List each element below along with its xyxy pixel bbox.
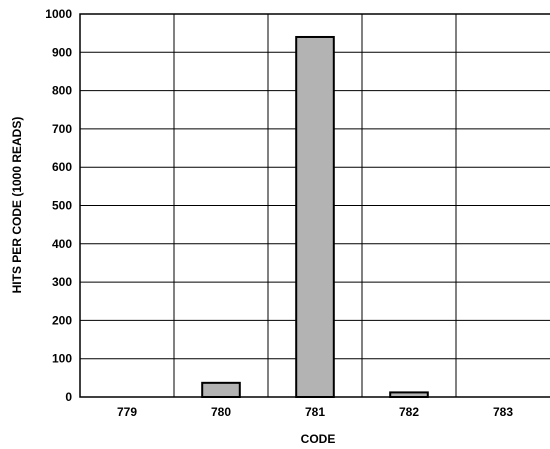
- bar-780: [201, 381, 241, 399]
- y-tick-label: 200: [52, 313, 72, 327]
- y-tick-label: 600: [52, 160, 72, 174]
- y-tick-label: 300: [52, 275, 72, 289]
- y-tick-label: 500: [52, 199, 72, 213]
- plot-frame: [79, 13, 550, 398]
- y-tick-label: 0: [65, 390, 72, 404]
- y-tick-label: 100: [52, 352, 72, 366]
- x-axis-label: CODE: [301, 432, 336, 446]
- bar-781: [295, 35, 335, 398]
- y-tick-label: 400: [52, 237, 72, 251]
- y-tick-label: 900: [52, 45, 72, 59]
- x-tick-label: 783: [493, 405, 513, 419]
- x-tick-label: 780: [211, 405, 231, 419]
- x-tick-label: 779: [117, 405, 137, 419]
- y-tick-label: 1000: [45, 7, 72, 21]
- bars: [201, 35, 429, 399]
- y-tick-labels: 0 100 200 300 400 500 600 700 800 900 1000: [45, 7, 72, 404]
- x-tick-labels: 779 780 781 782 783: [117, 405, 513, 419]
- y-tick-label: 700: [52, 122, 72, 136]
- y-tick-label: 800: [52, 84, 72, 98]
- y-axis-label: HITS PER CODE (1000 READS): [10, 117, 24, 294]
- x-tick-label: 781: [305, 405, 325, 419]
- x-tick-label: 782: [399, 405, 419, 419]
